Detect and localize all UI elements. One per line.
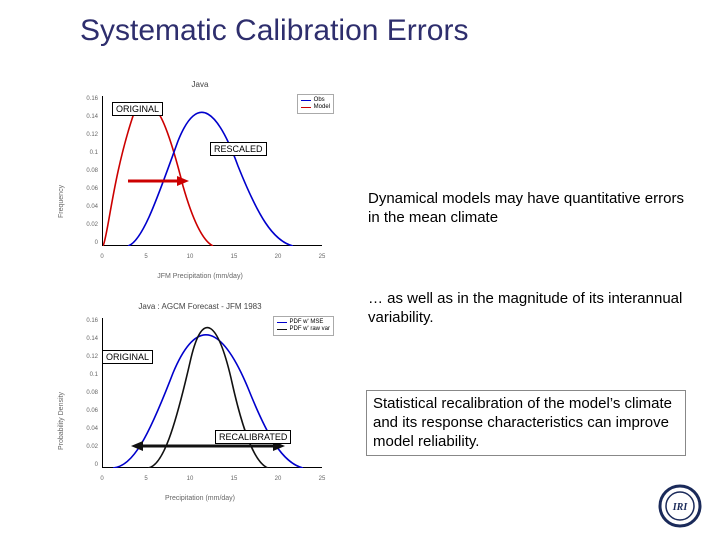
xtick: 15 [231,254,238,260]
logo-text: IRI [672,502,689,513]
xtick: 25 [319,254,326,260]
legend-label: Model [314,104,330,111]
ytick: 0.16 [78,96,98,102]
legend-swatch [301,107,311,108]
chart2-title: Java : AGCM Forecast - JFM 1983 [138,302,261,311]
para-variability: … as well as in the magnitude of its int… [368,290,688,328]
xtick: 20 [275,254,282,260]
chart1-xlabel: JFM Precipitation (mm/day) [157,273,243,280]
chart1-ylabel: Frequency [58,185,65,218]
ytick: 0.14 [78,114,98,120]
ytick: 0.02 [78,444,98,450]
xtick: 25 [319,476,326,482]
ytick: 0.12 [78,354,98,360]
ytick: 0.08 [78,168,98,174]
chart-rescaled: Java Frequency 0 0.02 0.04 0.06 0.08 0.1… [60,78,340,278]
page-title: Systematic Calibration Errors [80,14,468,48]
chart2-legend: PDF w' MSE PDF w' raw var [273,316,334,336]
anno-recalibrated: RECALIBRATED [215,430,291,444]
obs-curve [128,112,293,246]
chart1-svg [103,96,323,246]
chart2-svg [103,318,323,468]
chart1-title: Java [192,80,209,89]
chart1-legend: Obs Model [297,94,334,114]
legend-label: Obs [314,97,325,104]
ytick: 0.04 [78,204,98,210]
xtick: 0 [100,254,103,260]
anno-rescaled: RESCALED [210,142,267,156]
legend-label: PDF w' raw var [290,326,330,333]
anno-original: ORIGINAL [102,350,153,364]
legend-swatch [301,100,311,101]
ytick: 0.04 [78,426,98,432]
model-curve [103,104,213,246]
xtick: 0 [100,476,103,482]
chart-recalibrated: Java : AGCM Forecast - JFM 1983 Probabil… [60,300,340,500]
ytick: 0.14 [78,336,98,342]
ytick: 0 [78,462,98,468]
xtick: 10 [187,476,194,482]
legend-label: PDF w' MSE [290,319,324,326]
xtick: 15 [231,476,238,482]
xtick: 10 [187,254,194,260]
legend-swatch [277,322,287,323]
chart2-plot [102,318,322,468]
xtick: 5 [144,476,147,482]
para-mean-errors: Dynamical models may have quantitative e… [368,190,688,228]
chart1-plot [102,96,322,246]
legend-swatch [277,329,287,330]
anno-original: ORIGINAL [112,102,163,116]
ytick: 0.1 [78,150,98,156]
xtick: 20 [275,476,282,482]
ytick: 0.06 [78,186,98,192]
ytick: 0.06 [78,408,98,414]
ytick: 0.12 [78,132,98,138]
ytick: 0.16 [78,318,98,324]
ytick: 0.08 [78,390,98,396]
para-recalibration: Statistical recalibration of the model’s… [366,390,686,456]
ytick: 0.1 [78,372,98,378]
chart2-xlabel: Precipitation (mm/day) [165,495,235,502]
iri-logo: IRI [658,484,702,528]
chart2-ylabel: Probability Density [58,392,65,450]
ytick: 0.02 [78,222,98,228]
ytick: 0 [78,240,98,246]
xtick: 5 [144,254,147,260]
